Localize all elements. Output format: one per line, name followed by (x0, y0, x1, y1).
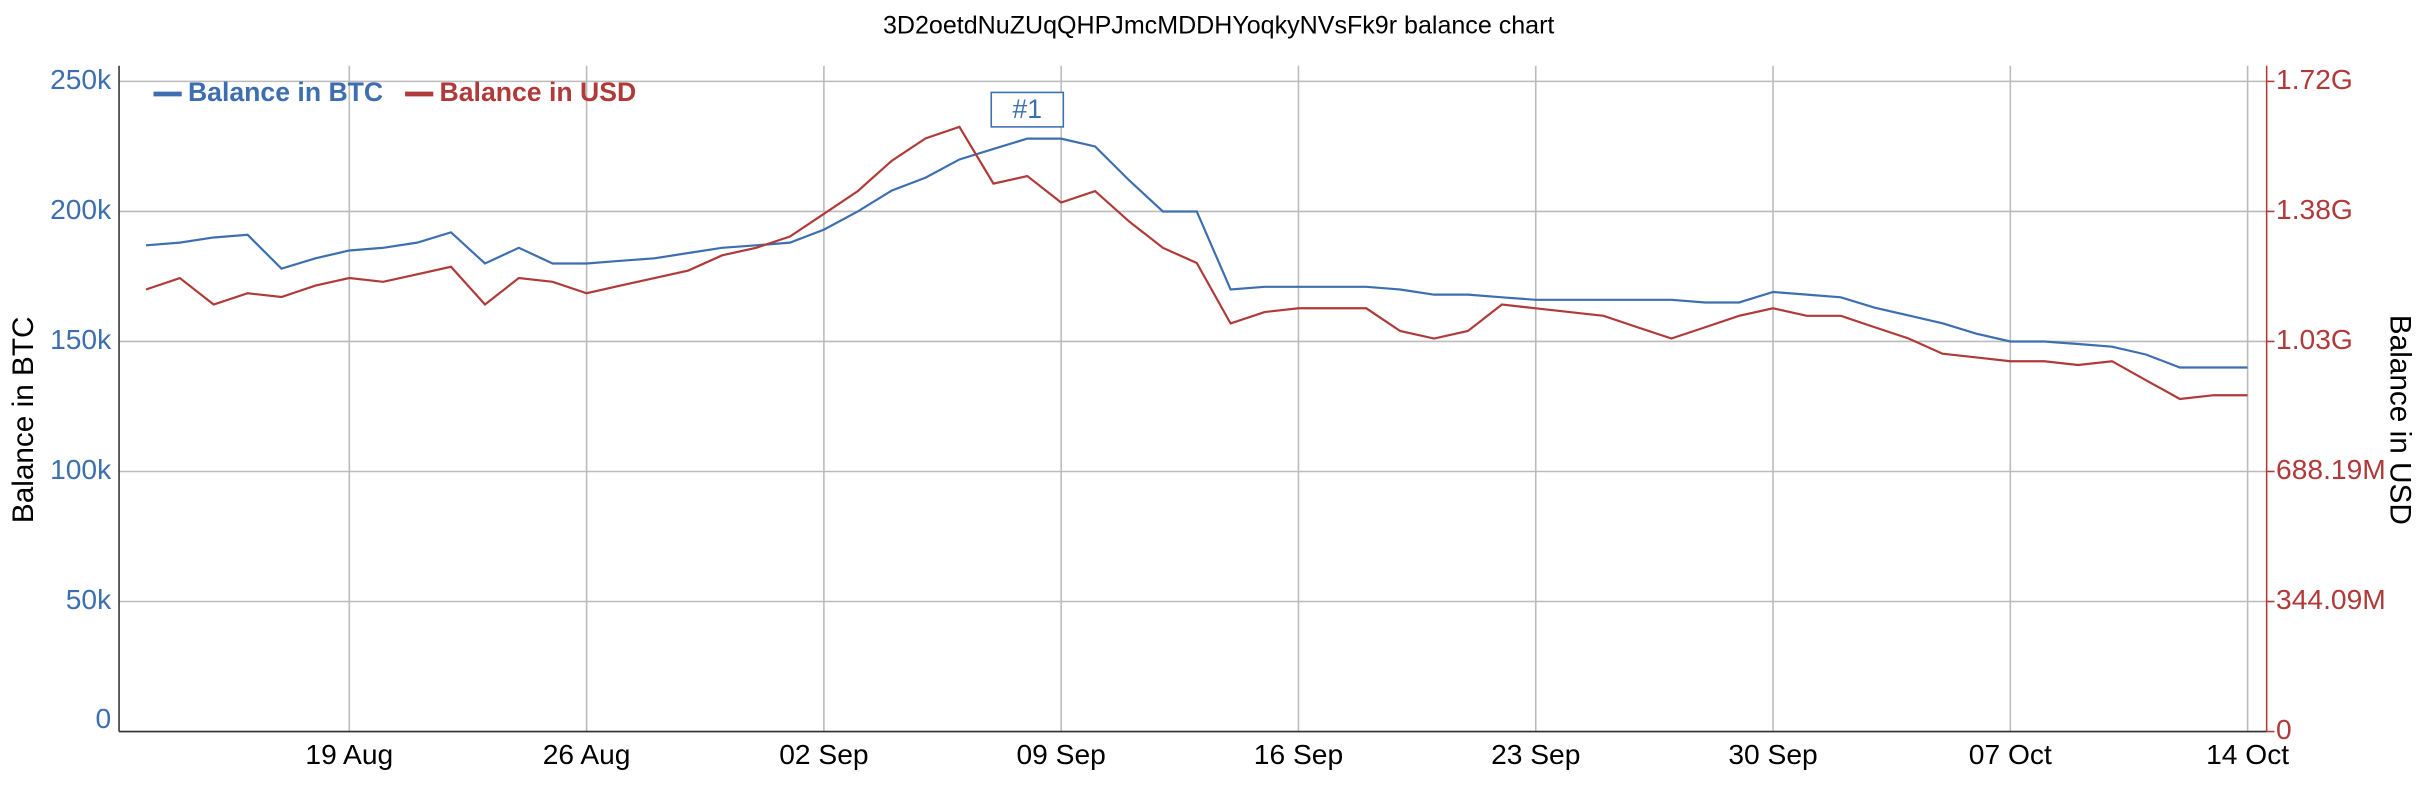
y2-axis-label: Balance in USD (2383, 315, 2416, 525)
x-tick-label: 26 Aug (543, 738, 631, 770)
series-line (145, 137, 2248, 369)
x-tick-label: 14 Oct (2206, 738, 2289, 770)
annotation-box (990, 91, 1065, 128)
series-line (145, 125, 2248, 401)
legend-label: Balance in BTC (188, 77, 383, 107)
x-tick-label: 09 Sep (1017, 738, 1106, 770)
x-tick-label: 16 Sep (1254, 738, 1343, 770)
y2-tick-label: 1.03G (2276, 323, 2353, 355)
x-tick-label: 30 Sep (1728, 738, 1817, 770)
y2-tick-label: 688.19M (2276, 453, 2386, 485)
y-axis-label: Balance in BTC (7, 316, 40, 523)
y2-tick-label: 344.09M (2276, 583, 2386, 615)
y-tick-label: 250k (50, 63, 112, 95)
y-tick-label: 100k (50, 453, 112, 485)
legend-label: Balance in USD (440, 77, 637, 107)
y2-tick-label: 0 (2276, 713, 2292, 745)
y-tick-label: 0 (96, 702, 112, 734)
y-tick-label: 50k (66, 583, 112, 615)
x-tick-label: 07 Oct (1969, 738, 2052, 770)
chart-title: 3D2oetdNuZUqQHPJmcMDDHYoqkyNVsFk9r balan… (883, 11, 1554, 39)
x-tick-label: 02 Sep (779, 738, 868, 770)
x-tick-label: 19 Aug (305, 738, 393, 770)
x-tick-label: 23 Sep (1491, 738, 1580, 770)
y-tick-label: 150k (50, 323, 112, 355)
y2-tick-label: 1.38G (2276, 193, 2353, 225)
y-tick-label: 200k (50, 193, 112, 225)
annotation-text: #1 (1012, 94, 1042, 124)
y2-tick-label: 1.72G (2276, 63, 2353, 95)
